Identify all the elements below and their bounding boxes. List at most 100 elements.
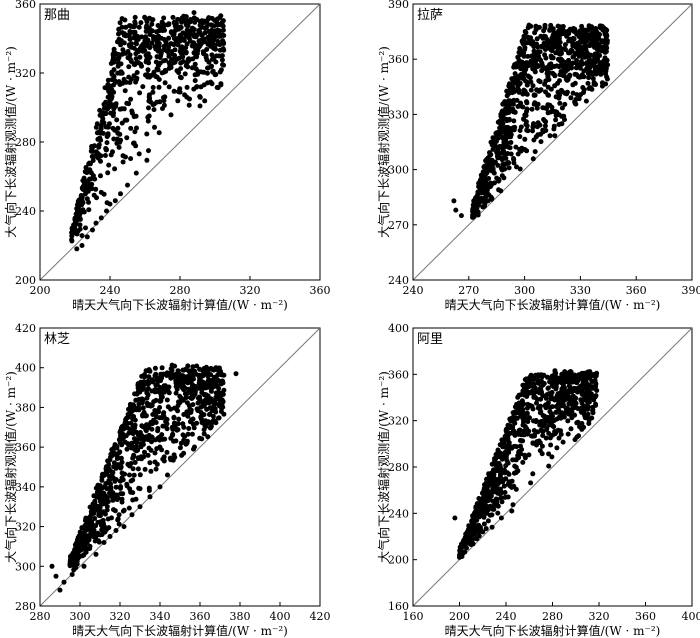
data-point bbox=[131, 405, 137, 411]
x-axis-label: 晴天大气向下长波辐射计算值/(W · m⁻²) bbox=[445, 623, 661, 638]
data-point bbox=[499, 125, 505, 131]
data-point bbox=[168, 112, 174, 118]
data-point bbox=[599, 23, 605, 29]
data-point bbox=[504, 429, 510, 435]
data-point bbox=[112, 166, 118, 172]
data-point bbox=[493, 452, 499, 457]
data-point bbox=[501, 477, 507, 483]
data-point bbox=[120, 477, 126, 483]
data-point bbox=[576, 433, 581, 439]
data-point bbox=[119, 496, 125, 502]
data-point bbox=[93, 124, 99, 130]
data-point bbox=[177, 74, 183, 80]
data-point bbox=[203, 396, 209, 402]
data-point bbox=[489, 470, 495, 475]
data-point bbox=[105, 516, 111, 522]
data-point bbox=[105, 84, 111, 90]
data-point bbox=[572, 373, 578, 378]
data-point bbox=[457, 554, 462, 560]
data-point bbox=[204, 47, 210, 52]
data-point bbox=[196, 374, 202, 380]
data-point bbox=[126, 505, 132, 511]
data-point bbox=[593, 40, 599, 46]
data-point bbox=[84, 170, 90, 176]
data-point bbox=[486, 483, 492, 488]
data-point bbox=[134, 70, 140, 75]
data-point bbox=[476, 199, 482, 205]
data-point bbox=[505, 443, 510, 449]
data-point bbox=[120, 153, 126, 159]
data-point bbox=[146, 105, 151, 111]
data-point bbox=[145, 67, 151, 73]
data-point bbox=[156, 46, 162, 52]
data-point bbox=[587, 65, 593, 71]
data-point bbox=[93, 220, 99, 226]
data-point bbox=[127, 36, 133, 42]
data-point bbox=[600, 38, 606, 44]
data-point bbox=[209, 56, 215, 62]
data-point bbox=[524, 99, 529, 105]
data-point bbox=[564, 91, 570, 97]
data-point bbox=[569, 409, 575, 415]
data-point bbox=[538, 131, 543, 137]
data-point bbox=[217, 367, 222, 373]
data-point bbox=[568, 369, 574, 375]
data-point bbox=[586, 75, 592, 81]
data-point bbox=[536, 78, 542, 84]
data-point bbox=[184, 59, 190, 65]
data-point bbox=[205, 378, 211, 384]
data-point bbox=[495, 510, 501, 516]
data-point bbox=[541, 40, 547, 46]
data-point bbox=[205, 434, 211, 440]
data-point bbox=[124, 420, 130, 426]
data-point bbox=[176, 416, 182, 422]
data-point bbox=[111, 495, 117, 501]
data-point bbox=[87, 543, 93, 549]
data-point bbox=[485, 518, 491, 524]
data-point bbox=[130, 416, 136, 422]
data-point bbox=[602, 49, 608, 55]
data-point bbox=[514, 164, 519, 170]
data-point bbox=[148, 468, 154, 474]
data-point bbox=[75, 217, 81, 223]
data-point bbox=[145, 386, 151, 391]
data-point bbox=[490, 146, 496, 152]
data-point bbox=[591, 397, 597, 403]
data-point bbox=[531, 394, 537, 400]
data-point bbox=[512, 71, 518, 77]
data-point bbox=[213, 59, 219, 65]
data-point bbox=[552, 83, 558, 89]
data-point bbox=[84, 515, 90, 521]
data-point bbox=[518, 410, 524, 416]
data-point bbox=[507, 145, 513, 151]
data-point bbox=[149, 434, 155, 440]
data-point bbox=[508, 134, 514, 140]
data-point bbox=[479, 490, 485, 496]
data-point bbox=[487, 512, 493, 518]
data-point bbox=[534, 36, 540, 42]
data-point bbox=[575, 419, 581, 425]
data-point bbox=[551, 29, 557, 35]
data-point bbox=[159, 447, 165, 453]
data-point bbox=[135, 385, 141, 391]
data-point bbox=[603, 65, 609, 71]
data-point bbox=[520, 438, 526, 444]
data-point bbox=[90, 534, 96, 540]
data-point bbox=[133, 170, 139, 176]
data-point bbox=[99, 477, 105, 483]
data-point bbox=[518, 443, 523, 449]
data-point bbox=[589, 86, 595, 92]
data-point bbox=[144, 131, 150, 137]
data-point bbox=[561, 113, 567, 119]
data-point bbox=[96, 152, 102, 158]
data-point bbox=[603, 35, 609, 41]
data-point bbox=[169, 362, 175, 368]
data-point bbox=[106, 102, 112, 108]
data-point bbox=[209, 52, 215, 58]
data-point bbox=[528, 23, 534, 29]
data-point bbox=[500, 111, 505, 117]
y-tick-label: 280 bbox=[15, 600, 36, 613]
data-point bbox=[131, 472, 137, 478]
data-point bbox=[530, 66, 536, 72]
x-axis-label: 晴天大气向下长波辐射计算值/(W · m⁻²) bbox=[445, 297, 661, 312]
